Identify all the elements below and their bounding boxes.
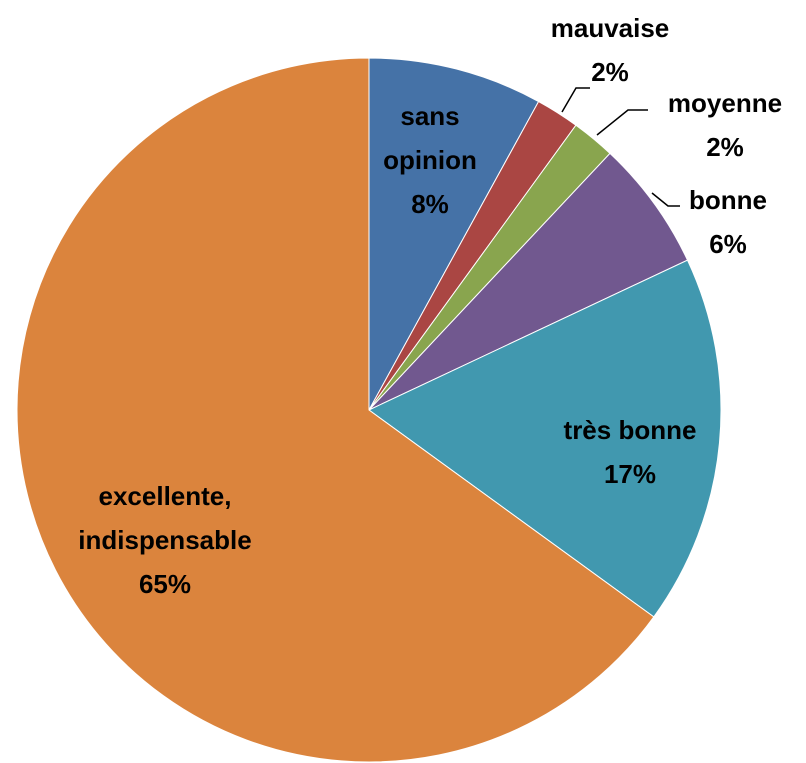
value-label: 17% (603, 459, 657, 489)
category-label: moyenne (667, 88, 783, 118)
slice-label: moyenne 2% (645, 81, 805, 169)
value-label: 2% (706, 132, 744, 162)
slice (368, 57, 540, 411)
category-label: bonne (689, 185, 767, 215)
slice-label: sans opinion 8% (370, 94, 490, 226)
category-label: sans opinion (383, 101, 477, 175)
leader-lines (561, 87, 680, 207)
leader-line (561, 87, 590, 113)
slice (16, 57, 655, 763)
slice-label: mauvaise 2% (530, 6, 690, 94)
category-label: excellente, indispensable (78, 481, 252, 555)
category-label: très bonne (563, 415, 697, 445)
leader-line (651, 192, 680, 207)
value-label: 8% (411, 189, 449, 219)
value-label: 65% (138, 569, 192, 599)
slice-label: très bonne 17% (520, 408, 740, 496)
value-label: 2% (591, 57, 629, 87)
category-label: mauvaise (550, 13, 670, 43)
slice-label: excellente, indispensable 65% (35, 474, 295, 606)
leader-line (596, 109, 648, 136)
slice (368, 259, 722, 618)
value-label: 6% (709, 229, 747, 259)
slice-label: bonne 6% (668, 178, 788, 266)
slice (368, 152, 689, 411)
